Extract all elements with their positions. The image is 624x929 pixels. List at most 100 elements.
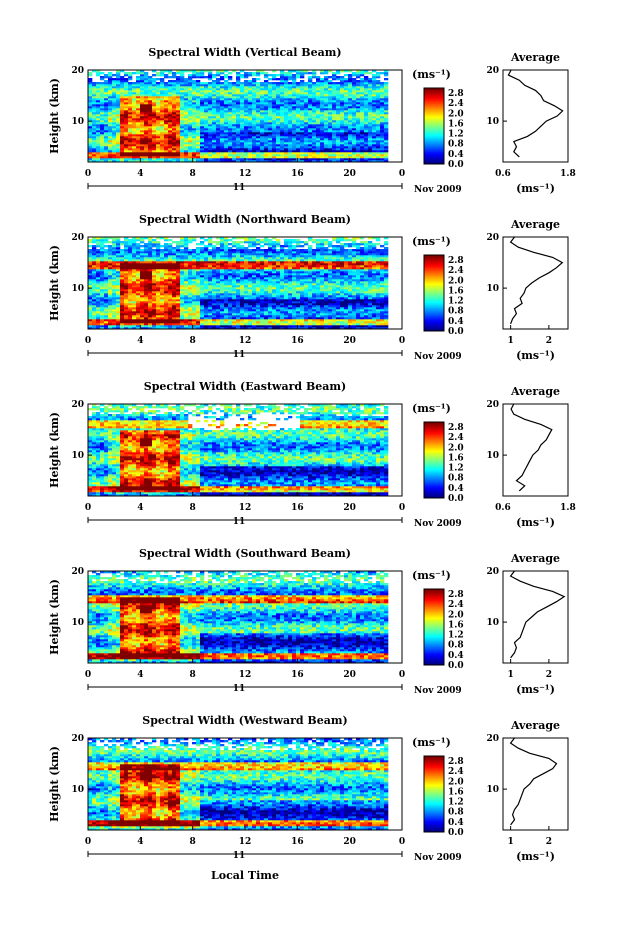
- heatmap-cell: [148, 263, 153, 266]
- heatmap-cell: [208, 273, 213, 276]
- heatmap-cell: [268, 90, 273, 93]
- heatmap-cell: [108, 156, 113, 159]
- heatmap-cell: [204, 104, 209, 107]
- heatmap-cell: [228, 299, 233, 302]
- heatmap-cell: [180, 106, 185, 109]
- heatmap-cell: [336, 90, 341, 93]
- heatmap-cell: [228, 285, 233, 288]
- heatmap-cell: [268, 112, 273, 115]
- heatmap-cell: [220, 267, 225, 270]
- heatmap-cell: [304, 114, 309, 117]
- heatmap-cell: [312, 154, 317, 157]
- heatmap-cell: [124, 140, 129, 143]
- heatmap-cell: [112, 128, 117, 131]
- heatmap-cell: [256, 82, 261, 85]
- heatmap-cell: [192, 128, 197, 131]
- heatmap-cell: [220, 259, 225, 262]
- heatmap-cell: [208, 100, 213, 103]
- heatmap-cell: [120, 132, 125, 135]
- heatmap-cell: [108, 273, 113, 276]
- heatmap-cell: [112, 301, 117, 304]
- heatmap-cell: [208, 263, 213, 266]
- heatmap-cell: [200, 237, 205, 240]
- heatmap-cell: [208, 309, 213, 312]
- heatmap-cell: [220, 257, 225, 260]
- heatmap-cell: [292, 136, 297, 139]
- heatmap-cell: [360, 72, 365, 75]
- colorbar-swatch: [424, 136, 444, 139]
- heatmap-cell: [200, 84, 205, 87]
- heatmap-cell: [152, 120, 157, 123]
- heatmap-cell: [156, 156, 161, 159]
- heatmap-cell: [176, 311, 181, 314]
- heatmap-cell: [304, 152, 309, 155]
- heatmap-cell: [88, 74, 93, 77]
- heatmap-cell: [144, 275, 149, 278]
- heatmap-cell: [176, 154, 181, 157]
- heatmap-cell: [216, 96, 221, 99]
- heatmap-cell: [88, 267, 93, 270]
- heatmap-cell: [244, 80, 249, 83]
- heatmap-cell: [260, 158, 265, 161]
- heatmap-cell: [364, 136, 369, 139]
- heatmap-cell: [112, 279, 117, 282]
- heatmap-cell: [196, 281, 201, 284]
- heatmap-cell: [192, 146, 197, 149]
- heatmap-cell: [284, 104, 289, 107]
- heatmap-cell: [128, 299, 133, 302]
- heatmap-cell: [200, 315, 205, 318]
- heatmap-cell: [272, 76, 277, 79]
- heatmap-cell: [136, 257, 141, 260]
- heatmap-cell: [364, 102, 369, 105]
- heatmap-cell: [196, 106, 201, 109]
- heatmap-cell: [164, 156, 169, 159]
- heatmap-cell: [156, 287, 161, 290]
- heatmap-cell: [148, 122, 153, 125]
- heatmap-cell: [364, 142, 369, 145]
- heatmap-cell: [224, 293, 229, 296]
- heatmap-cell: [168, 146, 173, 149]
- heatmap-cell: [316, 106, 321, 109]
- heatmap-cell: [244, 94, 249, 97]
- heatmap-cell: [380, 158, 385, 161]
- heatmap-cell: [120, 160, 125, 163]
- heatmap-cell: [200, 144, 205, 147]
- heatmap-cell: [348, 70, 353, 73]
- heatmap-cell: [104, 269, 109, 272]
- heatmap-cell: [328, 112, 333, 115]
- heatmap-cell: [176, 142, 181, 145]
- heatmap-cell: [136, 297, 141, 300]
- heatmap-cell: [248, 124, 253, 127]
- heatmap-cell: [336, 152, 341, 155]
- heatmap-cell: [144, 261, 149, 264]
- heatmap-cell: [112, 138, 117, 141]
- heatmap-cell: [256, 88, 261, 91]
- heatmap-cell: [228, 279, 233, 282]
- heatmap-cell: [120, 122, 125, 125]
- heatmap-cell: [156, 88, 161, 91]
- heatmap-cell: [92, 289, 97, 292]
- heatmap-cell: [364, 134, 369, 137]
- heatmap-cell: [320, 102, 325, 105]
- heatmap-cell: [304, 86, 309, 89]
- heatmap-cell: [312, 90, 317, 93]
- heatmap-cell: [184, 110, 189, 113]
- heatmap-cell: [316, 126, 321, 129]
- heatmap-cell: [312, 156, 317, 159]
- heatmap-cell: [120, 92, 125, 95]
- heatmap-cell: [248, 94, 253, 97]
- heatmap-cell: [308, 120, 313, 123]
- heatmap-cell: [124, 323, 129, 326]
- heatmap-cell: [184, 124, 189, 127]
- heatmap-cell: [164, 299, 169, 302]
- heatmap-cell: [156, 94, 161, 97]
- heatmap-cell: [116, 263, 121, 266]
- heatmap-cell: [156, 305, 161, 308]
- heatmap-cell: [132, 126, 137, 129]
- heatmap-cell: [180, 309, 185, 312]
- heatmap-cell: [104, 263, 109, 266]
- heatmap-cell: [312, 88, 317, 91]
- heatmap-cell: [176, 323, 181, 326]
- heatmap-cell: [148, 120, 153, 123]
- heatmap-cell: [112, 263, 117, 266]
